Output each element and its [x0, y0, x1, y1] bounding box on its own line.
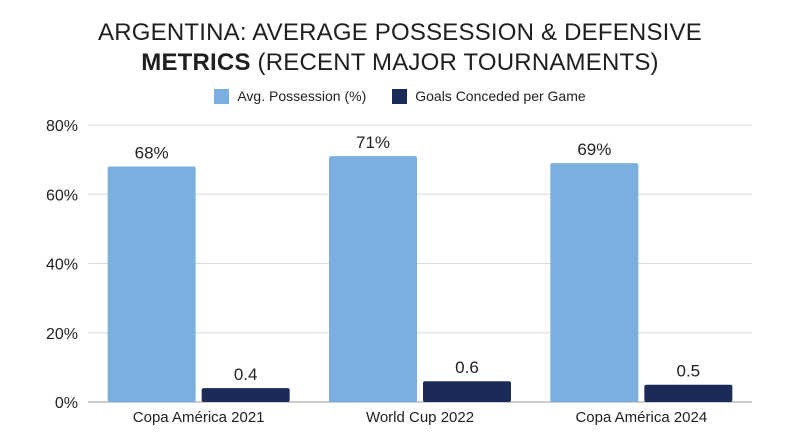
chart-legend: Avg. Possession (%) Goals Conceded per G…	[0, 88, 800, 104]
legend-label-goals-conceded: Goals Conceded per Game	[415, 88, 586, 104]
data-label-goals-conceded: 0.4	[234, 365, 258, 384]
x-category-label: Copa América 2021	[133, 409, 265, 426]
chart-title-bold: METRICS	[141, 49, 251, 76]
bar-goals-conceded	[423, 381, 511, 402]
y-tick-label: 0%	[55, 395, 78, 412]
legend-label-possession: Avg. Possession (%)	[237, 88, 367, 104]
legend-item-possession: Avg. Possession (%)	[214, 88, 366, 104]
chart-title-rest: (RECENT MAJOR TOURNAMENTS)	[250, 49, 659, 76]
data-label-goals-conceded: 0.6	[455, 358, 479, 377]
chart-title-line2: METRICS (RECENT MAJOR TOURNAMENTS)	[0, 48, 800, 78]
bar-goals-conceded	[644, 384, 733, 402]
y-tick-label: 60%	[46, 187, 78, 204]
data-label-possession: 68%	[135, 144, 169, 163]
x-category-label: World Cup 2022	[366, 409, 474, 426]
bar-possession	[329, 156, 417, 402]
data-label-goals-conceded: 0.5	[677, 362, 701, 381]
y-tick-label: 40%	[46, 257, 78, 274]
legend-item-goals-conceded: Goals Conceded per Game	[392, 88, 586, 104]
y-tick-label: 80%	[46, 118, 78, 135]
legend-swatch-possession	[214, 88, 230, 104]
bar-possession	[107, 166, 196, 402]
legend-swatch-goals-conceded	[392, 88, 408, 104]
y-tick-label: 20%	[46, 326, 78, 343]
bar-possession	[550, 163, 639, 402]
bar-goals-conceded	[201, 388, 290, 402]
x-category-label: Copa América 2024	[575, 409, 707, 426]
data-label-possession: 69%	[577, 140, 611, 159]
data-label-possession: 71%	[356, 133, 390, 152]
chart-title-line1: ARGENTINA: AVERAGE POSSESSION & DEFENSIV…	[98, 19, 702, 46]
